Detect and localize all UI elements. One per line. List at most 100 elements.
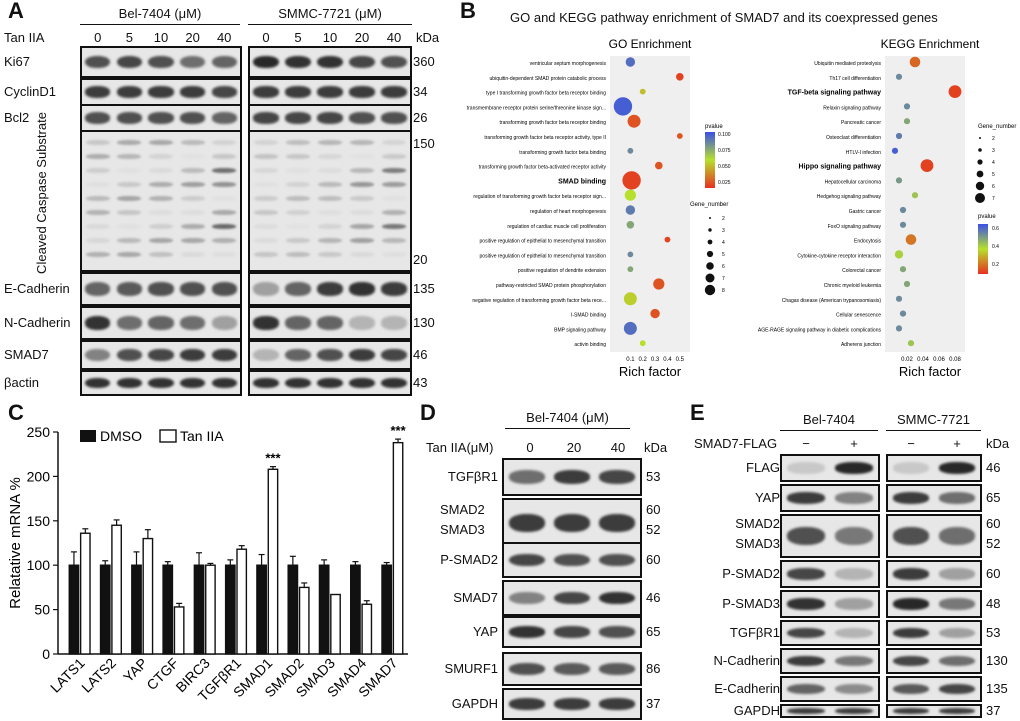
blot-strip [780,704,880,718]
go-term-label: pathway-restricted SMAD protein phosphor… [496,283,606,289]
kegg-point [907,340,915,347]
kegg-point [895,132,903,140]
blot-band [148,316,174,330]
panel-a-row-kda: 135 [413,281,435,296]
blot-band [285,140,311,145]
blot-band [180,182,205,187]
panel-e-row-kda: 60 [986,566,1001,581]
kegg-x-tick: 0.02 [901,357,913,363]
panel-c-bar-chart: 0 50 100 150 200 250 Relatative mRNA % LATS1LAT… [7,423,408,704]
kegg-point [903,103,911,110]
blot-band [285,316,311,330]
kegg-gene-dot [975,193,985,203]
blot-band [349,55,375,69]
blot-band [786,492,826,504]
blot-band [180,168,205,173]
go-pvalue-tick: 0.050 [718,164,731,170]
panel-e-sign-label: − [802,436,810,451]
blot-band [938,598,976,610]
go-point [639,88,646,95]
blot-band [285,196,311,201]
kegg-point [891,147,899,154]
go-pvalue-tick: 0.075 [718,148,731,154]
c-bar-taniia [79,532,91,655]
blot-band [285,238,311,243]
c-x-tick: LATS1 [47,655,88,696]
panel-a-dose-label: 5 [125,30,133,45]
c-bar-dmso [162,564,174,655]
kegg-gene-dot [975,181,985,191]
panel-e-row-label: GAPDH [733,703,780,718]
blot-band [317,168,343,173]
panel-d-row-label: P-SMAD2 [440,552,498,567]
blot-strip [248,370,412,396]
c-y-tick: 50 [34,602,50,618]
kegg-term-label: Pancreatic cancer [841,120,881,126]
c-bar-taniia [111,524,122,655]
kegg-gene-tick: 5 [992,172,995,178]
panel-e-group1-label: Bel-7404 [802,412,856,427]
go-point [627,147,634,154]
blot-band [349,168,375,173]
blot-band [938,568,976,580]
kegg-gene-title: Gene_number [978,124,1016,130]
kegg-pvalue-tick: 0.2 [992,262,999,268]
c-legend-swatch-dmso [80,430,96,442]
blot-band [117,224,142,229]
blot-band [834,568,874,580]
blot-strip [780,590,880,618]
go-gene-tick: 8 [722,288,725,294]
kegg-subtitle: KEGG Enrichment [881,37,980,51]
blot-strip [502,652,642,686]
blot-band [317,154,343,159]
blot-band [349,252,375,257]
kegg-point [899,310,907,317]
panel-b-label: B [460,0,476,23]
kegg-point [909,56,921,68]
blot-strip [80,46,242,78]
panel-d-row-kda: 65 [646,624,661,639]
blot-band [285,349,311,361]
kegg-point [903,118,911,125]
kegg-point [903,280,911,288]
panel-d-row-kda: 60 [646,502,661,517]
blot-band [148,154,173,159]
blot-band [834,708,874,714]
blot-strip [248,130,412,272]
go-point [622,171,641,190]
blot-band [85,55,111,69]
go-point [623,321,637,335]
blot-band [786,598,826,610]
panel-e-row-kda: 135 [986,681,1008,696]
go-pvalue-colorbar [705,132,715,188]
blot-band [508,470,545,484]
c-bar-taniia [205,564,216,655]
blot-band [508,626,545,638]
blot-band [85,112,111,124]
go-x-tick: 0.4 [663,357,672,363]
blot-band [117,182,142,187]
blot-band [116,55,143,69]
kegg-term-label: HTLV-I infection [846,150,881,156]
blot-band [381,196,407,201]
blot-band [285,168,311,173]
blot-band [85,316,111,330]
blot-band [834,598,874,610]
go-point [676,73,684,81]
blot-band [85,349,111,361]
c-y-tick: 150 [27,513,51,529]
blot-band [599,553,636,567]
blot-band [148,349,174,361]
blot-band [148,112,174,124]
panel-a-row-kda: 26 [413,110,428,125]
go-term-label: transforming growth factor beta-activate… [479,165,607,171]
blot-band [349,282,375,296]
blot-band [349,182,375,187]
kegg-point [895,177,903,184]
c-x-tick: LATS2 [78,655,119,696]
kegg-term-label: Chronic myeloid leukemia [824,283,881,289]
blot-band [317,196,343,201]
panel-a-row-label: Cleaved Caspase Substrate [34,112,49,274]
go-point [639,340,646,347]
blot-band [938,527,976,545]
